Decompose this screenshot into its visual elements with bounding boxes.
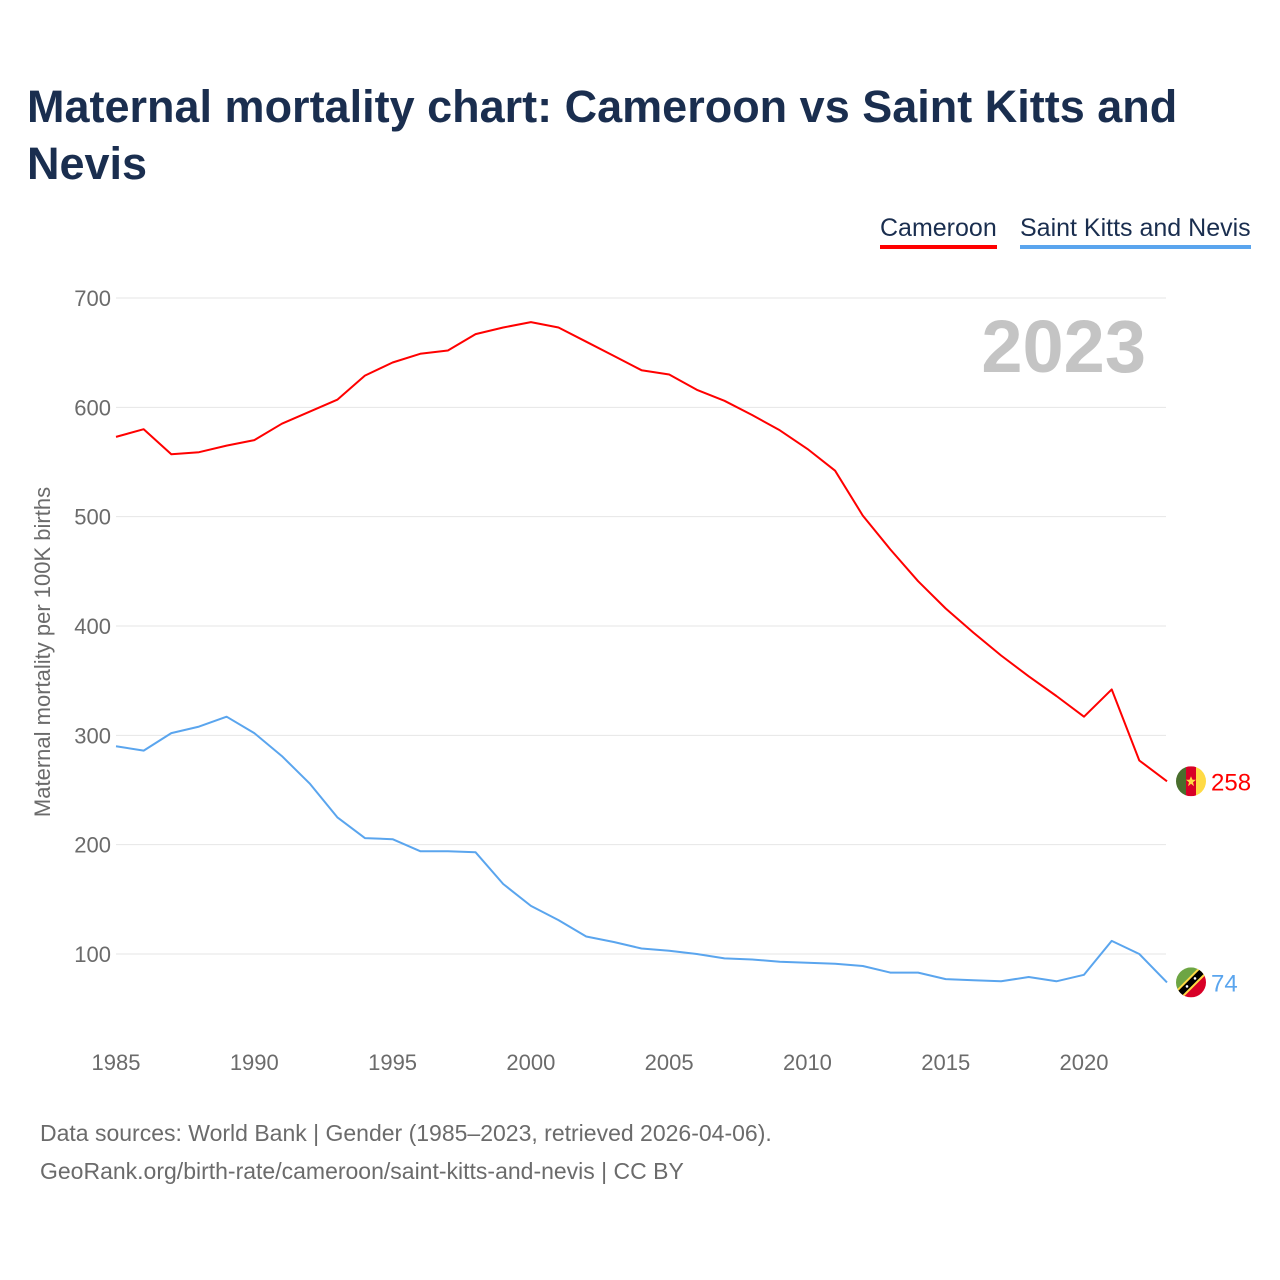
end-value-label: 74 xyxy=(1211,970,1238,997)
series-line-cameroon xyxy=(115,321,1168,783)
y-tick-label: 600 xyxy=(74,395,111,420)
x-tick-label: 2000 xyxy=(506,1050,555,1075)
legend-saint-kitts-and-nevis[interactable]: Saint Kitts and Nevis xyxy=(1020,214,1251,249)
end-value-label: 258 xyxy=(1211,769,1251,796)
x-tick-label: 2020 xyxy=(1060,1050,1109,1075)
saint-kitts-and-nevis-flag-icon xyxy=(1176,967,1206,998)
cameroon-flag-icon xyxy=(1176,766,1206,797)
legend-cameroon[interactable]: Cameroon xyxy=(880,214,997,249)
footer-link[interactable]: GeoRank.org/birth-rate/cameroon/saint-ki… xyxy=(40,1158,684,1184)
x-tick-label: 2005 xyxy=(645,1050,694,1075)
y-tick-label: 100 xyxy=(74,942,111,967)
y-axis-label: Maternal mortality per 100K births xyxy=(30,487,55,817)
y-tick-label: 700 xyxy=(74,286,111,311)
x-tick-label: 2010 xyxy=(783,1050,832,1075)
x-tick-label: 1985 xyxy=(92,1050,141,1075)
year-watermark: 2023 xyxy=(981,305,1146,388)
y-tick-label: 200 xyxy=(74,833,111,858)
x-tick-label: 1995 xyxy=(368,1050,417,1075)
x-tick-label: 1990 xyxy=(230,1050,279,1075)
chart-title: Maternal mortality chart: Cameroon vs Sa… xyxy=(27,81,1178,189)
footer-sources: Data sources: World Bank | Gender (1985–… xyxy=(40,1120,772,1146)
y-tick-label: 400 xyxy=(74,614,111,639)
x-tick-label: 2015 xyxy=(921,1050,970,1075)
y-tick-label: 500 xyxy=(74,505,111,530)
series-line-saint-kitts-and-nevis xyxy=(115,715,1168,984)
y-tick-label: 300 xyxy=(74,723,111,748)
